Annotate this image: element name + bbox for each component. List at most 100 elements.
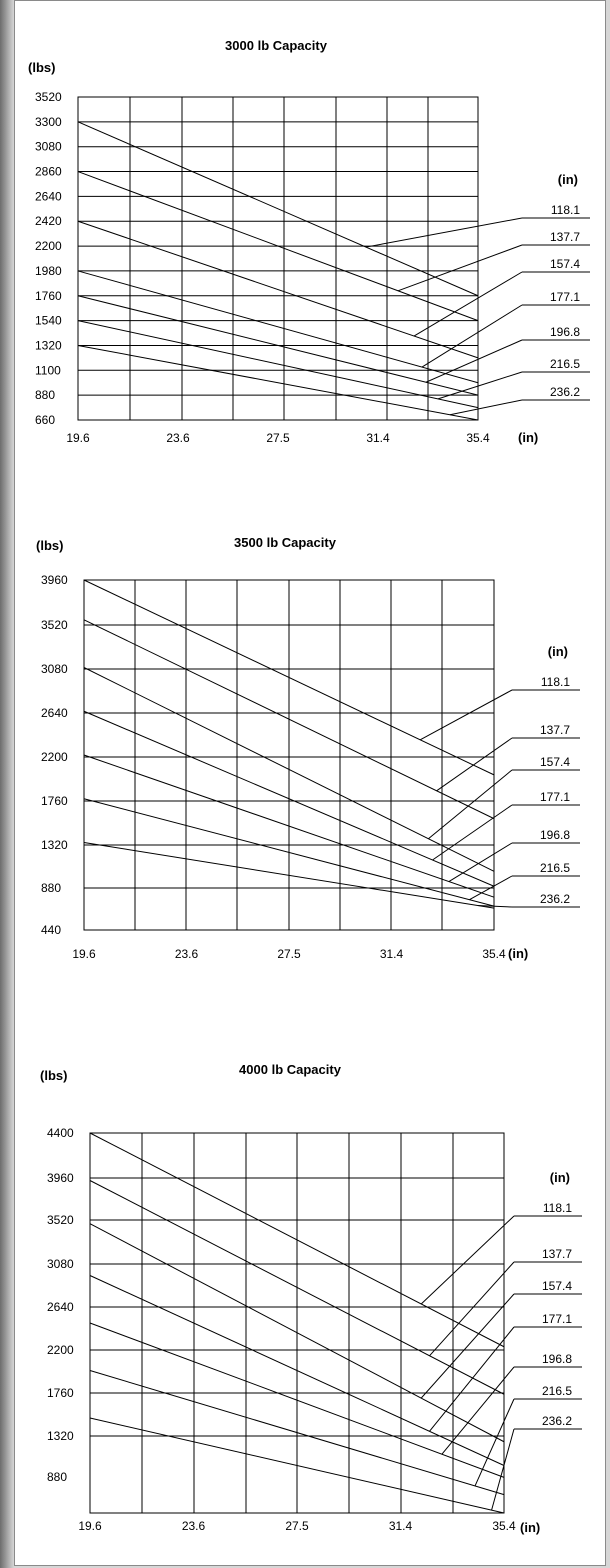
series-line-216-5 xyxy=(89,1370,505,1496)
series-line-177-1 xyxy=(89,1275,505,1466)
y-tick-label: 1540 xyxy=(35,314,62,328)
series-line-196-8 xyxy=(89,1322,505,1478)
leader-line xyxy=(448,842,513,882)
series-label: 236.2 xyxy=(540,892,570,906)
x-tick-label: 27.5 xyxy=(277,947,301,961)
series-label: 157.4 xyxy=(540,755,570,769)
y-tick-label: 3960 xyxy=(41,573,68,587)
series-label: 196.8 xyxy=(540,828,570,842)
series-label: 177.1 xyxy=(540,790,570,804)
y-tick-label: 3520 xyxy=(41,618,68,632)
y-tick-label: 2420 xyxy=(35,214,62,228)
y-tick-label: 3520 xyxy=(35,90,62,104)
chart-title: 3500 lb Capacity xyxy=(234,535,337,550)
series-label: 216.5 xyxy=(540,861,570,875)
leader-line xyxy=(437,371,523,400)
y-tick-label: 2640 xyxy=(41,706,68,720)
leader-line xyxy=(429,1326,515,1432)
series-line-216-5 xyxy=(77,320,479,409)
leader-line xyxy=(420,1293,515,1399)
y-tick-label: 2640 xyxy=(47,1300,74,1314)
x-tick-label: 31.4 xyxy=(366,431,390,445)
leader-line xyxy=(413,271,523,337)
series-line-137-7 xyxy=(83,619,495,820)
capacity-chart-1: 3000 lb Capacity (lbs) (in) (in) 3520 3300 308… xyxy=(28,38,590,445)
y-axis-label: (lbs) xyxy=(40,1068,67,1083)
x-tick-label: 31.4 xyxy=(389,1519,413,1533)
series-label: 157.4 xyxy=(550,257,580,271)
grid-frame xyxy=(77,96,479,421)
leader-line xyxy=(429,1261,515,1357)
series-line-196-8 xyxy=(77,295,479,396)
capacity-chart-2: 3500 lb Capacity (lbs) (in) (in) 3960 3520 308… xyxy=(36,535,580,961)
y-tick-label: 1760 xyxy=(41,794,68,808)
y-tick-label: 3960 xyxy=(47,1171,74,1185)
series-line-177-1 xyxy=(83,710,495,887)
leader-line xyxy=(441,1366,515,1455)
y-tick-label: 1320 xyxy=(35,338,62,352)
y-tick-label: 2860 xyxy=(35,165,62,179)
x-tick-label: 35.4 xyxy=(466,431,490,445)
leader-line xyxy=(420,1215,515,1305)
series-line-157-4 xyxy=(77,220,479,359)
x-axis-label: (in) xyxy=(520,1520,540,1535)
leader-line xyxy=(436,737,513,792)
series-line-236-2 xyxy=(77,344,479,421)
x-axis-label: (in) xyxy=(508,946,528,961)
legend-title: (in) xyxy=(550,1170,570,1185)
y-tick-label: 2200 xyxy=(47,1343,74,1357)
legend-title: (in) xyxy=(558,172,578,187)
series-line-216-5 xyxy=(83,798,495,907)
leader-line xyxy=(419,689,513,741)
series-label: 196.8 xyxy=(542,1352,572,1366)
y-tick-label: 3520 xyxy=(47,1213,74,1227)
y-tick-label: 3080 xyxy=(41,662,68,676)
leader-line xyxy=(397,244,523,292)
y-tick-label: 3080 xyxy=(47,1257,74,1271)
x-tick-label: 23.6 xyxy=(175,947,199,961)
leader-line xyxy=(428,769,513,840)
series-line-196-8 xyxy=(83,754,495,898)
leader-line xyxy=(477,905,513,908)
y-tick-label: 3080 xyxy=(35,140,62,154)
x-tick-label: 35.4 xyxy=(482,947,506,961)
series-line-118-1 xyxy=(77,121,479,297)
x-axis-label: (in) xyxy=(518,430,538,445)
series-label: 236.2 xyxy=(550,385,580,399)
series-label: 216.5 xyxy=(542,1384,572,1398)
series-line-137-7 xyxy=(77,171,479,322)
x-tick-label: 23.6 xyxy=(182,1519,206,1533)
series-line-157-4 xyxy=(89,1223,505,1443)
series-label: 177.1 xyxy=(550,290,580,304)
leader-line xyxy=(432,804,513,861)
series-label: 118.1 xyxy=(551,203,580,217)
y-tick-label: 2200 xyxy=(35,239,62,253)
page-frame xyxy=(14,0,606,1566)
leader-line xyxy=(365,217,523,248)
series-line-177-1 xyxy=(77,270,479,384)
leader-line xyxy=(491,1428,515,1511)
series-line-118-1 xyxy=(83,579,495,776)
leader-line xyxy=(425,339,523,383)
leader-line xyxy=(469,875,513,901)
y-tick-label: 1320 xyxy=(41,838,68,852)
legend-title: (in) xyxy=(548,644,568,659)
series-line-236-2 xyxy=(83,842,495,909)
y-tick-label: 1760 xyxy=(47,1386,74,1400)
x-tick-label: 19.6 xyxy=(66,431,90,445)
series-label: 157.4 xyxy=(542,1279,572,1293)
series-line-157-4 xyxy=(83,667,495,872)
x-tick-label: 27.5 xyxy=(266,431,290,445)
x-tick-label: 19.6 xyxy=(78,1519,102,1533)
series-label: 118.1 xyxy=(543,1201,572,1215)
y-axis-label: (lbs) xyxy=(36,538,63,553)
y-tick-label: 2640 xyxy=(35,189,62,203)
y-tick-label: 1320 xyxy=(47,1429,74,1443)
y-tick-label: 1100 xyxy=(35,363,61,377)
series-label: 137.7 xyxy=(540,723,570,737)
leader-line xyxy=(449,399,523,416)
y-tick-label: 3300 xyxy=(35,115,62,129)
y-tick-label: 880 xyxy=(47,1470,67,1484)
chart-title: 3000 lb Capacity xyxy=(225,38,328,53)
y-tick-label: 1980 xyxy=(35,264,62,278)
